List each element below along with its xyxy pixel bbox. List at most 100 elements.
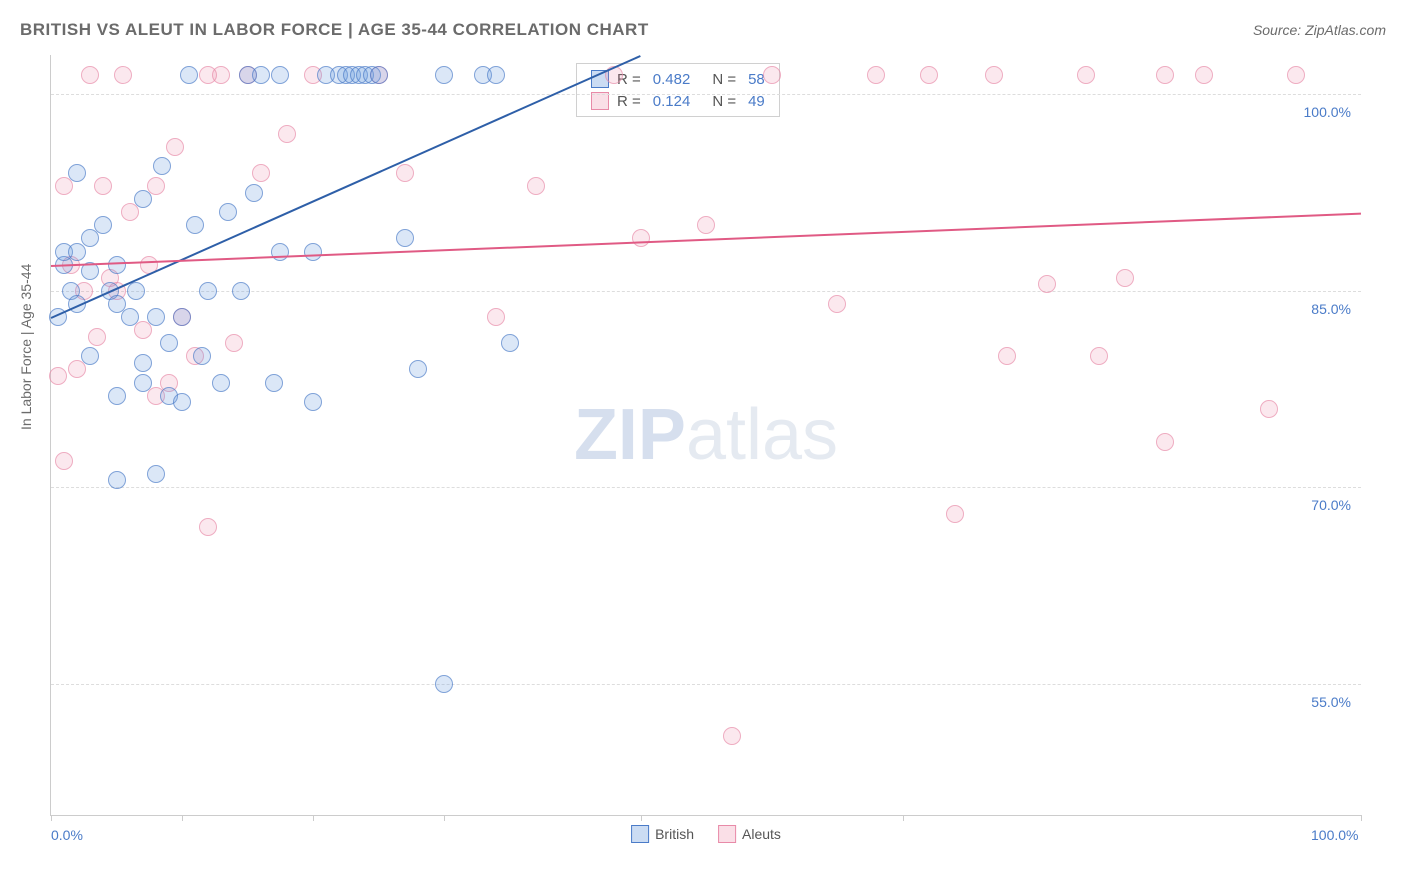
data-point-british <box>186 216 204 234</box>
data-point-british <box>134 190 152 208</box>
data-point-british <box>147 465 165 483</box>
data-point-british <box>160 334 178 352</box>
data-point-british <box>127 282 145 300</box>
data-point-aleut <box>985 66 1003 84</box>
data-point-aleut <box>1077 66 1095 84</box>
data-point-british <box>304 243 322 261</box>
data-point-british <box>180 66 198 84</box>
data-point-aleut <box>697 216 715 234</box>
data-point-aleut <box>763 66 781 84</box>
data-point-british <box>501 334 519 352</box>
y-tick-label: 85.0% <box>1311 301 1351 317</box>
data-point-aleut <box>81 66 99 84</box>
data-point-british <box>81 347 99 365</box>
y-tick-label: 100.0% <box>1304 104 1351 120</box>
data-point-british <box>232 282 250 300</box>
data-point-british <box>68 164 86 182</box>
y-axis-title: In Labor Force | Age 35-44 <box>18 264 34 430</box>
data-point-british <box>173 308 191 326</box>
chart-plot-area: ZIPatlas R =0.482N =58R =0.124N =49 Brit… <box>50 55 1361 816</box>
data-point-aleut <box>199 518 217 536</box>
data-point-british <box>134 354 152 372</box>
data-point-aleut <box>1156 66 1174 84</box>
data-point-aleut <box>1260 400 1278 418</box>
x-tick-label: 0.0% <box>51 827 83 843</box>
legend-swatch <box>718 825 736 843</box>
y-tick-label: 55.0% <box>1311 694 1351 710</box>
series-legend: British Aleuts <box>631 825 781 843</box>
data-point-aleut <box>1116 269 1134 287</box>
x-tick <box>313 815 314 821</box>
data-point-aleut <box>88 328 106 346</box>
data-point-british <box>147 308 165 326</box>
data-point-aleut <box>212 66 230 84</box>
x-tick <box>51 815 52 821</box>
data-point-british <box>304 393 322 411</box>
data-point-aleut <box>49 367 67 385</box>
data-point-aleut <box>723 727 741 745</box>
data-point-aleut <box>998 347 1016 365</box>
source-attribution: Source: ZipAtlas.com <box>1253 22 1386 38</box>
data-point-british <box>271 66 289 84</box>
data-point-british <box>435 675 453 693</box>
y-tick-label: 70.0% <box>1311 497 1351 513</box>
data-point-british <box>409 360 427 378</box>
data-point-british <box>173 393 191 411</box>
data-point-british <box>153 157 171 175</box>
legend-swatch <box>631 825 649 843</box>
data-point-british <box>121 308 139 326</box>
data-point-aleut <box>1090 347 1108 365</box>
data-point-aleut <box>396 164 414 182</box>
legend-item: Aleuts <box>718 825 781 843</box>
watermark: ZIPatlas <box>574 394 838 476</box>
data-point-aleut <box>867 66 885 84</box>
legend-label: British <box>655 826 694 842</box>
data-point-aleut <box>946 505 964 523</box>
data-point-aleut <box>1038 275 1056 293</box>
data-point-british <box>370 66 388 84</box>
gridline <box>51 487 1361 488</box>
x-tick <box>1361 815 1362 821</box>
data-point-aleut <box>527 177 545 195</box>
data-point-aleut <box>1287 66 1305 84</box>
x-tick <box>903 815 904 821</box>
data-point-aleut <box>252 164 270 182</box>
data-point-british <box>435 66 453 84</box>
data-point-british <box>212 374 230 392</box>
data-point-british <box>487 66 505 84</box>
data-point-british <box>245 184 263 202</box>
data-point-british <box>108 387 126 405</box>
data-point-aleut <box>632 229 650 247</box>
data-point-aleut <box>55 452 73 470</box>
data-point-aleut <box>487 308 505 326</box>
data-point-british <box>134 374 152 392</box>
data-point-british <box>94 216 112 234</box>
data-point-british <box>108 471 126 489</box>
data-point-aleut <box>828 295 846 313</box>
data-point-aleut <box>1195 66 1213 84</box>
gridline <box>51 684 1361 685</box>
x-tick-label: 100.0% <box>1311 827 1358 843</box>
data-point-aleut <box>114 66 132 84</box>
data-point-british <box>193 347 211 365</box>
data-point-british <box>108 256 126 274</box>
data-point-aleut <box>920 66 938 84</box>
data-point-aleut <box>225 334 243 352</box>
data-point-british <box>219 203 237 221</box>
data-point-british <box>199 282 217 300</box>
legend-item: British <box>631 825 694 843</box>
legend-n-label: N = <box>712 71 736 88</box>
gridline <box>51 94 1361 95</box>
data-point-british <box>265 374 283 392</box>
data-point-british <box>396 229 414 247</box>
data-point-aleut <box>278 125 296 143</box>
legend-label: Aleuts <box>742 826 781 842</box>
legend-r-value: 0.482 <box>653 71 691 88</box>
data-point-aleut <box>166 138 184 156</box>
x-tick <box>182 815 183 821</box>
chart-title: BRITISH VS ALEUT IN LABOR FORCE | AGE 35… <box>20 20 649 40</box>
x-tick <box>641 815 642 821</box>
x-tick <box>444 815 445 821</box>
data-point-british <box>252 66 270 84</box>
data-point-aleut <box>94 177 112 195</box>
